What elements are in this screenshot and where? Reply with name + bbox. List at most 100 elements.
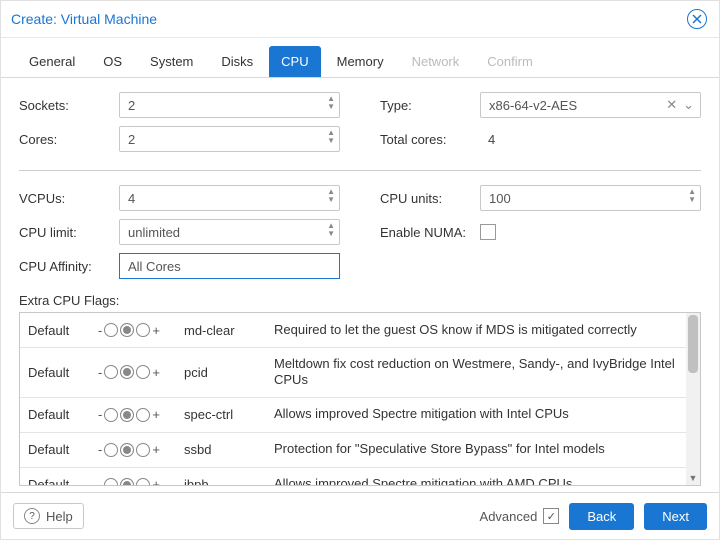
flag-state: Default	[28, 365, 98, 380]
minus-icon: -	[98, 407, 102, 422]
spinner-updown-icon[interactable]: ▲▼	[688, 188, 696, 204]
flag-name: ssbd	[184, 442, 274, 457]
flag-tristate[interactable]: -+	[98, 365, 184, 380]
flag-name: spec-ctrl	[184, 407, 274, 422]
plus-icon: +	[152, 442, 160, 457]
minus-icon: -	[98, 323, 102, 338]
tab-system[interactable]: System	[138, 46, 205, 77]
tab-general[interactable]: General	[17, 46, 87, 77]
flag-description: Meltdown fix cost reduction on Westmere,…	[274, 356, 678, 389]
help-icon: ?	[24, 508, 40, 524]
cpu-panel: Sockets: 2 ▲▼ Type: x86-64-v2-AES ✕ ⌄ Co…	[1, 78, 719, 492]
tristate-off[interactable]	[104, 365, 118, 379]
numa-checkbox[interactable]	[480, 224, 496, 240]
vcpus-value: 4	[128, 191, 135, 206]
flag-row: Default-+md-clearRequired to let the gue…	[20, 313, 686, 348]
tristate-off[interactable]	[104, 408, 118, 422]
cores-label: Cores:	[19, 132, 119, 147]
type-combo[interactable]: x86-64-v2-AES ✕ ⌄	[480, 92, 701, 118]
flag-tristate[interactable]: -+	[98, 323, 184, 338]
cpulimit-value: unlimited	[128, 225, 180, 240]
type-value: x86-64-v2-AES	[489, 98, 577, 113]
cores-value: 2	[128, 132, 135, 147]
help-label: Help	[46, 509, 73, 524]
tristate-on[interactable]	[136, 365, 150, 379]
tristate-off[interactable]	[104, 478, 118, 486]
tab-cpu[interactable]: CPU	[269, 46, 320, 77]
cpuunits-input[interactable]: 100 ▲▼	[480, 185, 701, 211]
flags-scrollbar[interactable]: ▲ ▼	[686, 313, 700, 485]
flag-row: Default-+pcidMeltdown fix cost reduction…	[20, 348, 686, 398]
tab-confirm: Confirm	[475, 46, 545, 77]
advanced-toggle[interactable]: Advanced ✓	[480, 508, 560, 524]
flag-state: Default	[28, 477, 98, 485]
tab-disks[interactable]: Disks	[209, 46, 265, 77]
tristate-on[interactable]	[136, 443, 150, 457]
tristate-default[interactable]	[120, 443, 134, 457]
plus-icon: +	[152, 365, 160, 380]
tristate-default[interactable]	[120, 408, 134, 422]
close-icon	[692, 14, 702, 24]
sockets-input[interactable]: 2 ▲▼	[119, 92, 340, 118]
tristate-default[interactable]	[120, 478, 134, 486]
flag-description: Allows improved Spectre mitigation with …	[274, 406, 678, 422]
spinner-updown-icon[interactable]: ▲▼	[327, 188, 335, 204]
flag-description: Required to let the guest OS know if MDS…	[274, 322, 678, 338]
cpuunits-value: 100	[489, 191, 511, 206]
tristate-default[interactable]	[120, 323, 134, 337]
spinner-updown-icon[interactable]: ▲▼	[327, 222, 335, 238]
sockets-label: Sockets:	[19, 98, 119, 113]
flag-description: Allows improved Spectre mitigation with …	[274, 476, 678, 485]
tristate-off[interactable]	[104, 443, 118, 457]
flag-row: Default-+ssbdProtection for "Speculative…	[20, 433, 686, 468]
flag-row: Default-+ibpbAllows improved Spectre mit…	[20, 468, 686, 486]
flag-state: Default	[28, 442, 98, 457]
chevron-down-icon[interactable]: ⌄	[683, 97, 694, 113]
flag-row: Default-+spec-ctrlAllows improved Spectr…	[20, 398, 686, 433]
sockets-value: 2	[128, 98, 135, 113]
extra-flags-label: Extra CPU Flags:	[19, 293, 701, 308]
tristate-default[interactable]	[120, 365, 134, 379]
scroll-down-icon[interactable]: ▼	[686, 471, 700, 485]
affinity-label: CPU Affinity:	[19, 259, 119, 274]
cpuunits-label: CPU units:	[380, 191, 480, 206]
flag-tristate[interactable]: -+	[98, 477, 184, 485]
plus-icon: +	[152, 477, 160, 485]
scrollbar-thumb[interactable]	[688, 315, 698, 373]
flag-name: ibpb	[184, 477, 274, 485]
dialog-header: Create: Virtual Machine	[1, 1, 719, 38]
minus-icon: -	[98, 477, 102, 485]
clear-icon[interactable]: ✕	[666, 97, 677, 113]
spinner-updown-icon[interactable]: ▲▼	[327, 129, 335, 145]
back-button[interactable]: Back	[569, 503, 634, 530]
cores-input[interactable]: 2 ▲▼	[119, 126, 340, 152]
flag-state: Default	[28, 407, 98, 422]
tristate-on[interactable]	[136, 408, 150, 422]
flag-name: pcid	[184, 365, 274, 380]
advanced-checkbox[interactable]: ✓	[543, 508, 559, 524]
affinity-input[interactable]: All Cores	[119, 253, 340, 279]
numa-label: Enable NUMA:	[380, 225, 480, 240]
vcpus-label: VCPUs:	[19, 191, 119, 206]
tab-memory[interactable]: Memory	[325, 46, 396, 77]
close-button[interactable]	[687, 9, 707, 29]
tristate-on[interactable]	[136, 323, 150, 337]
flag-description: Protection for "Speculative Store Bypass…	[274, 441, 678, 457]
extra-flags-grid: Default-+md-clearRequired to let the gue…	[19, 312, 701, 486]
cpu-fields: Sockets: 2 ▲▼ Type: x86-64-v2-AES ✕ ⌄ Co…	[19, 92, 701, 279]
totalcores-label: Total cores:	[380, 132, 480, 147]
next-button[interactable]: Next	[644, 503, 707, 530]
vcpus-input[interactable]: 4 ▲▼	[119, 185, 340, 211]
affinity-value: All Cores	[128, 259, 181, 274]
flag-tristate[interactable]: -+	[98, 442, 184, 457]
spinner-updown-icon[interactable]: ▲▼	[327, 95, 335, 111]
tab-os[interactable]: OS	[91, 46, 134, 77]
tristate-off[interactable]	[104, 323, 118, 337]
totalcores-value: 4	[480, 132, 701, 147]
help-button[interactable]: ? Help	[13, 503, 84, 529]
minus-icon: -	[98, 442, 102, 457]
cpulimit-input[interactable]: unlimited ▲▼	[119, 219, 340, 245]
cpulimit-label: CPU limit:	[19, 225, 119, 240]
tristate-on[interactable]	[136, 478, 150, 486]
flag-tristate[interactable]: -+	[98, 407, 184, 422]
